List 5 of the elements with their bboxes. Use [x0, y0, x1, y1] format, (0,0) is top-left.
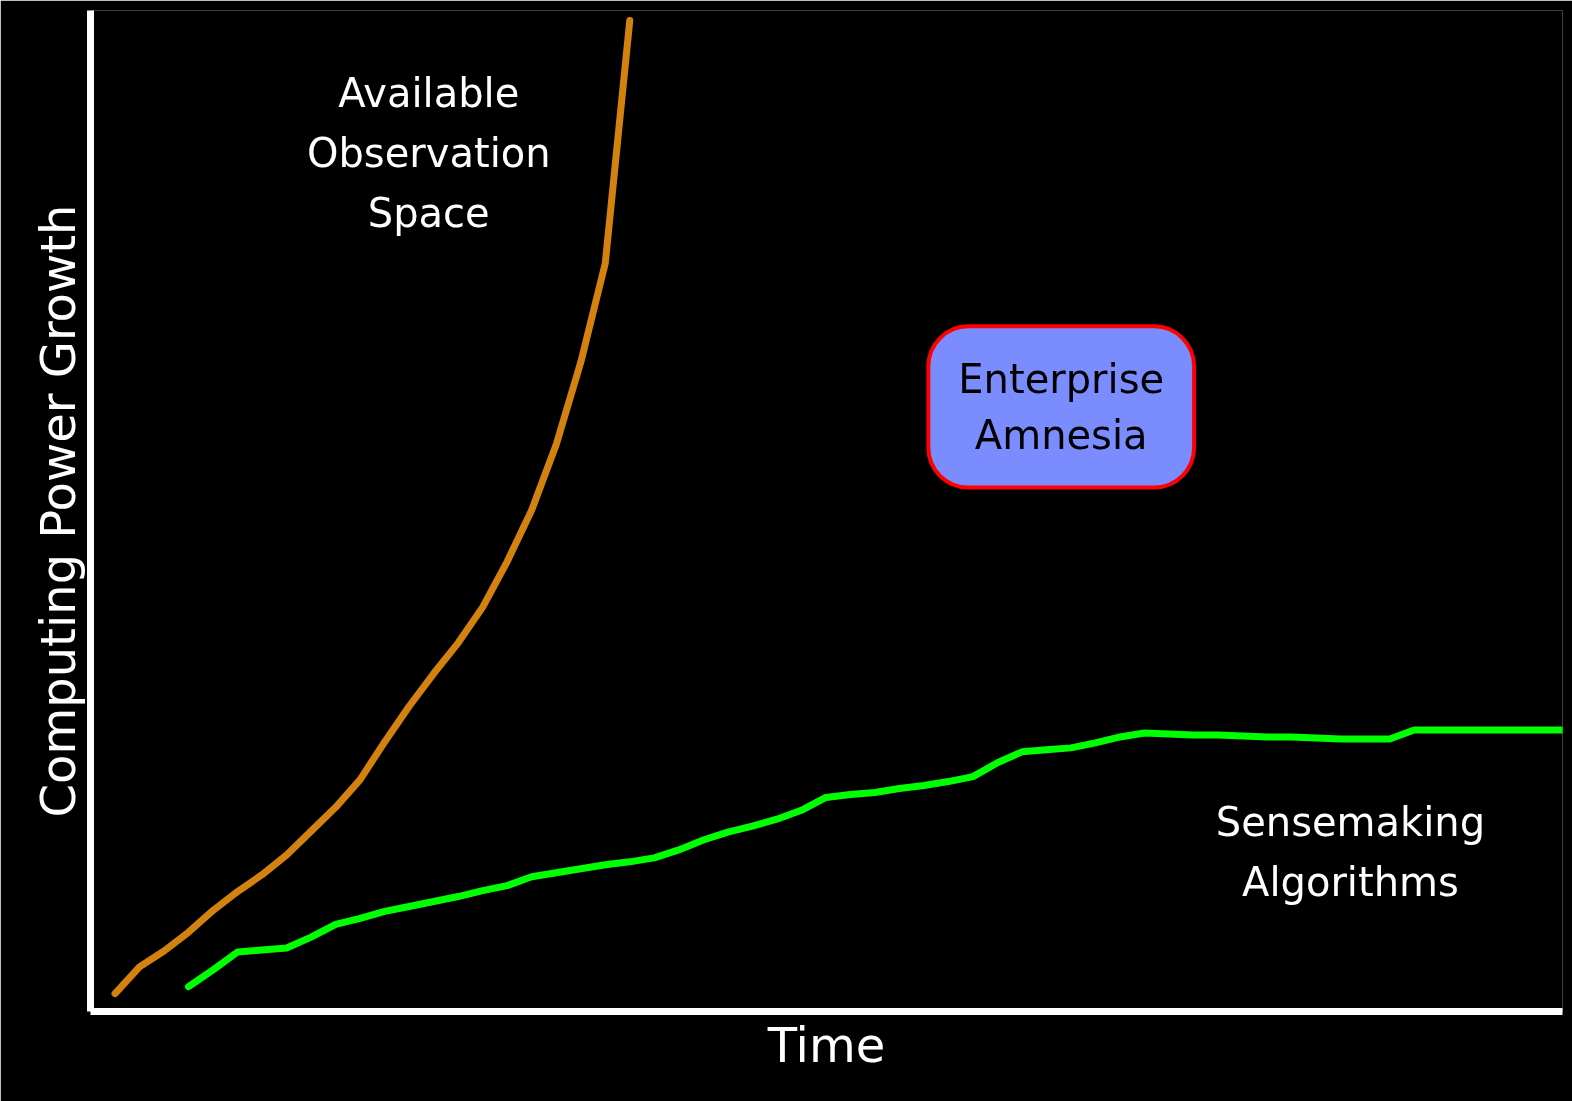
annotation: Enterprise Amnesia	[958, 356, 1165, 458]
x-axis-title: Time	[766, 1016, 886, 1073]
series-label: Available Observation Space	[306, 69, 551, 236]
series-label: Sensemaking Algorithms	[1215, 799, 1486, 906]
y-axis-title: Computing Power Growth	[29, 204, 86, 818]
